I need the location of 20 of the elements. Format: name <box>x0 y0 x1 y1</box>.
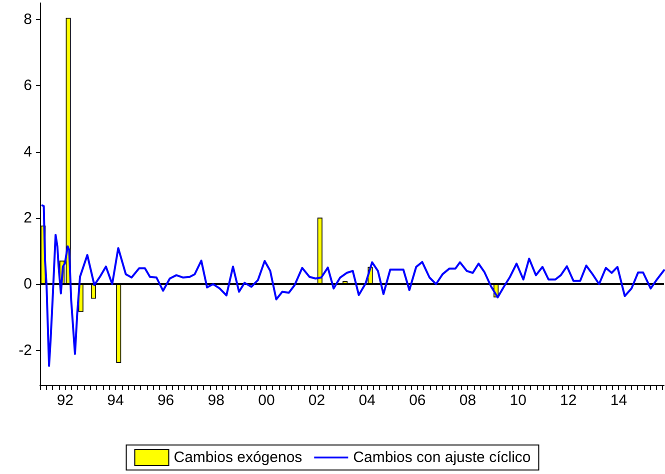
x-tick-label: 98 <box>208 392 224 409</box>
y-tick-label: 0 <box>24 276 32 293</box>
legend-label: Cambios exógenos <box>174 449 302 466</box>
x-tick-label: 96 <box>157 392 174 409</box>
y-tick-label: -2 <box>18 342 32 359</box>
x-tick-label: 04 <box>358 392 376 409</box>
y-tick-label: 2 <box>24 209 32 226</box>
x-tick-label: 08 <box>459 392 476 409</box>
y-tick-label: 8 <box>24 11 32 28</box>
x-tick-label: 00 <box>258 392 275 409</box>
legend-label: Cambios con ajuste cíclico <box>353 449 531 466</box>
y-tick-label: 6 <box>24 77 32 94</box>
x-tick-label: 14 <box>610 392 628 409</box>
x-tick-label: 06 <box>409 392 426 409</box>
x-tick-label: 92 <box>56 392 74 409</box>
x-tick-label: 94 <box>107 392 124 409</box>
x-tick-label: 12 <box>560 392 577 409</box>
x-tick-label: 02 <box>308 392 326 409</box>
x-tick-label: 10 <box>510 392 526 409</box>
y-tick-label: 4 <box>24 143 32 160</box>
